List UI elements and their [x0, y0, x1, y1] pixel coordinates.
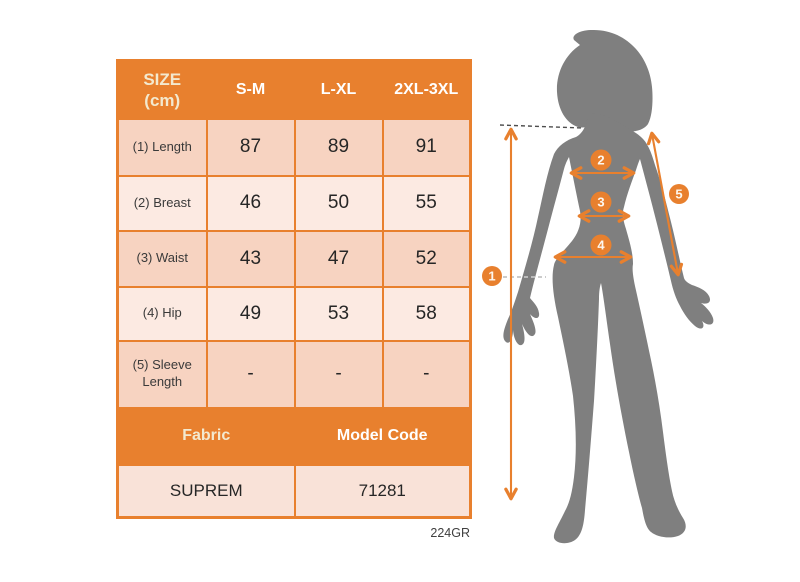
silhouette-head: [556, 29, 653, 132]
marker-5: 5: [669, 184, 689, 204]
marker-2-label: 2: [597, 153, 604, 168]
sleeve-l-xl: -: [293, 339, 384, 409]
fabric-value: SUPREM: [116, 463, 296, 519]
marker-3: 3: [590, 191, 612, 213]
waist-2xl-3xl: 52: [381, 229, 472, 288]
marker-3-label: 3: [597, 195, 604, 210]
marker-2: 2: [590, 149, 612, 171]
weight-code: 224GR: [430, 526, 470, 540]
sleeve-arrow: [646, 131, 684, 277]
length-l-xl: 89: [293, 117, 384, 177]
marker-4: 4: [590, 234, 612, 256]
sleeve-s-m: -: [205, 339, 296, 409]
breast-2xl-3xl: 55: [381, 174, 472, 232]
hip-s-m: 49: [205, 285, 296, 342]
model-code-header-cell: Model Code: [293, 406, 472, 466]
length-s-m: 87: [205, 117, 296, 177]
marker-5-label: 5: [675, 187, 682, 202]
size-header-cell: SIZE (cm): [116, 59, 208, 120]
size-table: SIZE (cm) S-M L-XL 2XL-3XL (1) Length 87…: [116, 59, 472, 519]
table-row-breast: (2) Breast 46 50 55: [116, 174, 472, 232]
shoulder-dashed-line: [499, 124, 584, 129]
column-header-l-xl: L-XL: [293, 59, 384, 120]
hip-2xl-3xl: 58: [381, 285, 472, 342]
breast-s-m: 46: [205, 174, 296, 232]
hip-l-xl: 53: [293, 285, 384, 342]
table-row-hip: (4) Hip 49 53 58: [116, 285, 472, 342]
row-sleeve-label: (5) Sleeve Length: [116, 339, 208, 409]
size-table-header-row: SIZE (cm) S-M L-XL 2XL-3XL: [116, 59, 472, 120]
fabric-header-cell: Fabric: [116, 406, 296, 466]
row-hip-label: (4) Hip: [116, 285, 208, 342]
breast-l-xl: 50: [293, 174, 384, 232]
row-waist-label: (3) Waist: [116, 229, 208, 288]
info-values-row: SUPREM 71281: [116, 463, 472, 519]
table-row-waist: (3) Waist 43 47 52: [116, 229, 472, 288]
table-row-length: (1) Length 87 89 91: [116, 117, 472, 177]
waist-s-m: 43: [205, 229, 296, 288]
sleeve-2xl-3xl: -: [381, 339, 472, 409]
model-code-value: 71281: [293, 463, 472, 519]
waist-l-xl: 47: [293, 229, 384, 288]
size-header-label: SIZE (cm): [143, 69, 182, 110]
column-header-s-m: S-M: [205, 59, 296, 120]
info-header-row: Fabric Model Code: [116, 406, 472, 466]
body-silhouette: [503, 29, 714, 544]
length-2xl-3xl: 91: [381, 117, 472, 177]
marker-4-label: 4: [597, 238, 605, 253]
silhouette-body: [503, 113, 714, 544]
row-length-label: (1) Length: [116, 117, 208, 177]
fabric-header-label: Fabric: [182, 427, 231, 444]
table-row-sleeve: (5) Sleeve Length - - -: [116, 339, 472, 409]
row-breast-label: (2) Breast: [116, 174, 208, 232]
column-header-2xl-3xl: 2XL-3XL: [381, 59, 472, 120]
marker-1: 1: [482, 266, 502, 286]
marker-1-label: 1: [488, 269, 495, 284]
